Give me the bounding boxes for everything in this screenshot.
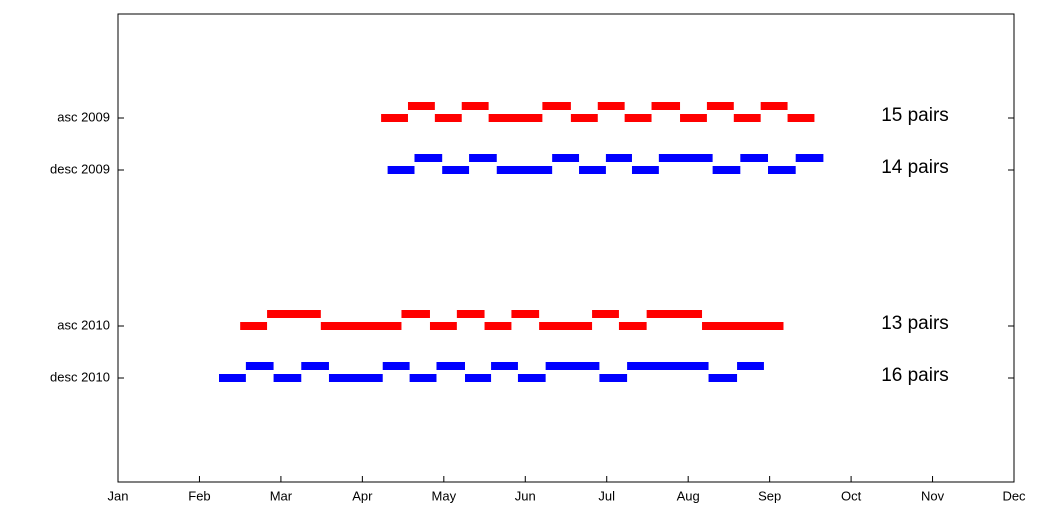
pair-bar <box>624 114 652 122</box>
x-tick-label: Sep <box>758 488 781 503</box>
pair-bar <box>712 166 741 174</box>
pair-bar <box>706 102 734 110</box>
pair-bar <box>414 154 443 162</box>
pair-bar <box>442 166 470 174</box>
pair-bar <box>407 102 435 110</box>
pair-bar <box>461 102 489 110</box>
pair-bar <box>496 166 553 174</box>
x-tick-label: Apr <box>352 488 373 503</box>
pair-bar <box>631 166 659 174</box>
y-tick-label: asc 2010 <box>57 317 110 332</box>
pair-bar <box>599 374 628 382</box>
pair-bar <box>456 310 485 318</box>
pair-count: 15 pairs <box>881 105 949 126</box>
pair-bar <box>488 114 543 122</box>
pair-bar <box>219 374 246 382</box>
pair-bar <box>320 322 402 330</box>
pair-bar <box>795 154 824 162</box>
x-tick-label: Dec <box>1002 488 1026 503</box>
pair-bar <box>434 114 462 122</box>
pair-bar <box>646 310 703 318</box>
y-tick-label: desc 2009 <box>50 161 110 176</box>
pair-bar <box>381 114 408 122</box>
pair-count: 13 pairs <box>881 313 949 334</box>
pair-bar <box>409 374 437 382</box>
pair-bar <box>733 114 761 122</box>
pair-bar <box>579 166 606 174</box>
x-tick-label: Mar <box>270 488 293 503</box>
pair-bar <box>627 362 709 370</box>
plot-frame <box>117 13 1015 483</box>
pair-bar <box>273 374 302 382</box>
pair-bar <box>702 322 784 330</box>
y-tick-label: asc 2009 <box>57 109 110 124</box>
pair-bar <box>401 310 430 318</box>
x-tick-label: May <box>432 488 457 503</box>
pair-bar <box>267 310 321 318</box>
pair-bar <box>491 362 518 370</box>
pair-bar <box>737 362 764 370</box>
pair-bar <box>387 166 415 174</box>
pair-bar <box>469 154 497 162</box>
pair-bar <box>484 322 512 330</box>
pair-bar <box>760 102 788 110</box>
pair-bar <box>618 322 647 330</box>
pair-bar <box>517 374 546 382</box>
pair-bar <box>511 310 540 318</box>
pair-count: 16 pairs <box>881 365 949 386</box>
pair-bar <box>240 322 268 330</box>
pair-bar <box>570 114 598 122</box>
pair-bar <box>436 362 465 370</box>
pair-bar <box>464 374 492 382</box>
pair-bar <box>539 322 593 330</box>
pair-bar <box>301 362 329 370</box>
pair-bar <box>708 374 738 382</box>
x-tick-label: Feb <box>188 488 210 503</box>
y-tick-label: desc 2010 <box>50 369 110 384</box>
pair-bar <box>592 310 619 318</box>
pair-bar <box>787 114 815 122</box>
x-tick-label: Jan <box>108 488 129 503</box>
x-tick-label: Nov <box>921 488 945 503</box>
x-tick-label: Oct <box>841 488 862 503</box>
pair-bar <box>651 102 681 110</box>
pair-bar <box>545 362 600 370</box>
pair-bar <box>658 154 713 162</box>
pair-bar <box>542 102 571 110</box>
pair-bar <box>245 362 274 370</box>
pair-bar <box>597 102 625 110</box>
pair-bar <box>768 166 796 174</box>
pair-bar <box>429 322 457 330</box>
x-tick-label: Jun <box>515 488 536 503</box>
pair-bar <box>740 154 769 162</box>
x-tick-label: Jul <box>598 488 615 503</box>
pair-count: 14 pairs <box>881 157 949 178</box>
pair-bar <box>328 374 383 382</box>
pair-bar <box>552 154 580 162</box>
pair-bar <box>382 362 410 370</box>
pair-bar <box>605 154 632 162</box>
pair-bar <box>680 114 707 122</box>
x-tick-label: Aug <box>677 488 700 503</box>
